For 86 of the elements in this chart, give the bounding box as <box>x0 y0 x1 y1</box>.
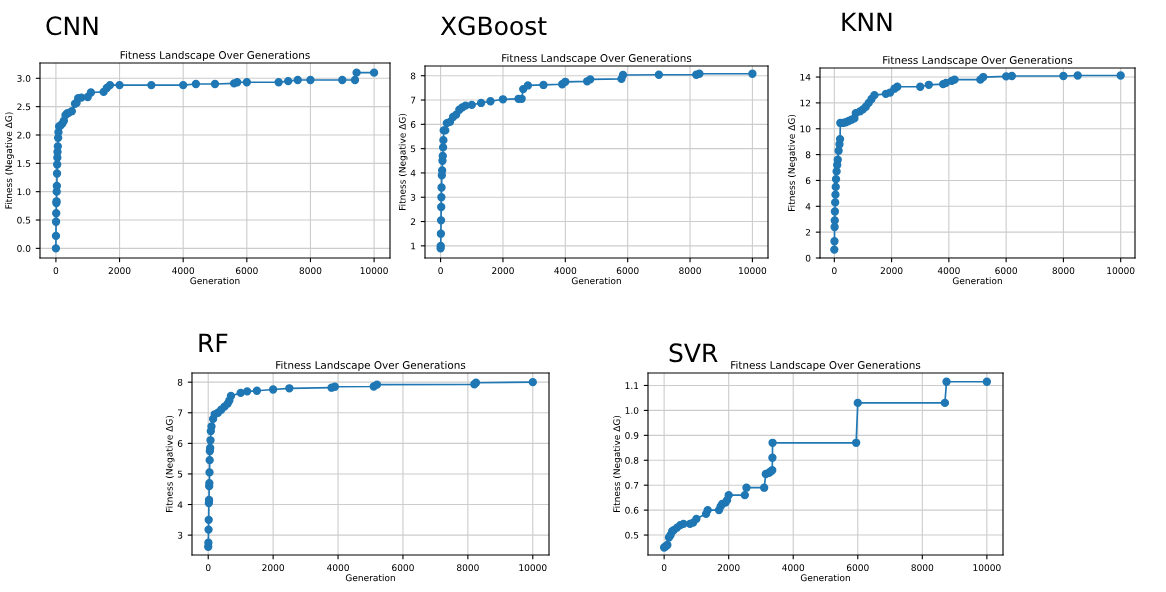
x-tick-label: 4000 <box>782 564 805 572</box>
y-tick-label: 3.0 <box>17 75 31 82</box>
x-axis-title: Generation <box>345 574 395 582</box>
y-tick-label: 2 <box>410 218 416 225</box>
x-tick-label: 8000 <box>299 267 322 275</box>
x-tick-label: 6000 <box>392 564 414 572</box>
y-tick-label: 7 <box>177 409 183 417</box>
x-tick-label: 0 <box>832 267 837 275</box>
y-tick-label: 4 <box>805 203 811 210</box>
x-axis-title: Generation <box>800 574 850 582</box>
y-axis-title: Fitness (Negative ΔG) <box>613 415 622 512</box>
x-tick-label: 2000 <box>108 267 131 275</box>
y-tick-label: 10 <box>800 125 811 133</box>
chart-title: Fitness Landscape Over Generations <box>883 55 1073 66</box>
y-tick-label: 5 <box>177 470 183 478</box>
y-axis-title: Fitness (Negative ΔG) <box>398 113 408 210</box>
y-tick-label: 0.9 <box>625 432 639 439</box>
x-tick-label: 4000 <box>554 267 577 275</box>
x-tick-label: 6000 <box>846 564 869 572</box>
x-tick-label: 4000 <box>327 564 349 572</box>
y-tick-label: 5 <box>410 145 416 153</box>
y-tick-label: 1.5 <box>17 160 31 167</box>
x-tick-label: 0 <box>661 564 667 572</box>
text: SVR <box>669 343 718 363</box>
x-tick-label: 6000 <box>235 267 258 275</box>
x-tick-label: 4000 <box>172 267 195 275</box>
y-tick-label: 6 <box>177 440 183 447</box>
y-tick-label: 0 <box>805 254 811 262</box>
x-tick-label: 0 <box>53 267 59 275</box>
y-axis-title: Fitness (Negative ΔG) <box>787 114 797 211</box>
y-axis-title: Fitness (Negative ΔG) <box>5 112 14 209</box>
y-tick-label: 12 <box>800 99 811 107</box>
y-tick-label: 2 <box>805 228 811 236</box>
x-tick-label: 10000 <box>360 267 388 275</box>
x-tick-label: 10000 <box>739 267 767 275</box>
y-tick-label: 0.8 <box>625 456 639 464</box>
x-tick-label: 8000 <box>911 564 934 572</box>
y-tick-label: 6 <box>805 177 811 185</box>
y-tick-label: 8 <box>410 72 416 80</box>
y-tick-label: 8 <box>177 378 183 386</box>
x-tick-label: 0 <box>205 564 211 572</box>
text: CNN <box>46 16 98 36</box>
y-tick-label: 0.6 <box>625 506 639 514</box>
x-tick-label: 4000 <box>937 267 960 275</box>
x-axis-title: Generation <box>952 277 1002 285</box>
text: KNN <box>842 12 892 31</box>
y-tick-label: 0.7 <box>625 481 639 489</box>
x-tick-label: 10000 <box>519 564 547 572</box>
x-tick-label: 2000 <box>717 564 740 572</box>
x-axis-title: Generation <box>190 277 240 285</box>
chart-title: Fitness Landscape Over Generations <box>502 53 692 64</box>
x-tick-label: 8000 <box>456 564 479 572</box>
y-tick-label: 0.5 <box>17 216 31 224</box>
x-tick-label: 6000 <box>995 267 1018 275</box>
y-tick-label: 4 <box>177 501 183 508</box>
x-tick-label: 0 <box>438 267 443 275</box>
x-tick-label: 10000 <box>973 564 1001 572</box>
y-axis-title: Fitness (Negative ΔG) <box>165 415 175 512</box>
y-tick-label: 14 <box>800 73 811 81</box>
text: RF <box>199 333 228 352</box>
y-tick-label: 0.5 <box>625 531 639 539</box>
y-tick-label: 2.5 <box>17 103 31 111</box>
x-tick-label: 2000 <box>492 267 514 275</box>
x-tick-label: 8000 <box>679 267 701 275</box>
x-axis-title: Generation <box>571 277 621 285</box>
y-tick-label: 1.0 <box>625 407 639 414</box>
text: XGBoost <box>440 16 547 36</box>
y-tick-label: 4 <box>410 169 416 177</box>
y-tick-label: 0.0 <box>17 245 31 252</box>
y-tick-label: 7 <box>410 96 416 104</box>
y-tick-label: 1 <box>411 242 416 250</box>
x-tick-label: 10000 <box>1107 267 1135 275</box>
x-tick-label: 8000 <box>1052 267 1075 275</box>
x-tick-label: 2000 <box>262 564 285 572</box>
chart-title: Fitness Landscape Over Generations <box>276 360 466 371</box>
y-tick-label: 6 <box>410 121 416 128</box>
y-tick-label: 1.1 <box>625 382 639 389</box>
chart-title: Fitness Landscape Over Generations <box>731 360 921 371</box>
x-tick-label: 6000 <box>616 267 639 275</box>
y-tick-label: 3 <box>177 531 183 539</box>
y-tick-label: 3 <box>410 193 416 201</box>
chart-title: Fitness Landscape Over Generations <box>120 50 310 61</box>
y-tick-label: 2.0 <box>17 131 31 139</box>
x-tick-label: 2000 <box>880 267 903 275</box>
y-tick-label: 1.0 <box>17 188 31 196</box>
y-tick-label: 8 <box>805 151 811 159</box>
